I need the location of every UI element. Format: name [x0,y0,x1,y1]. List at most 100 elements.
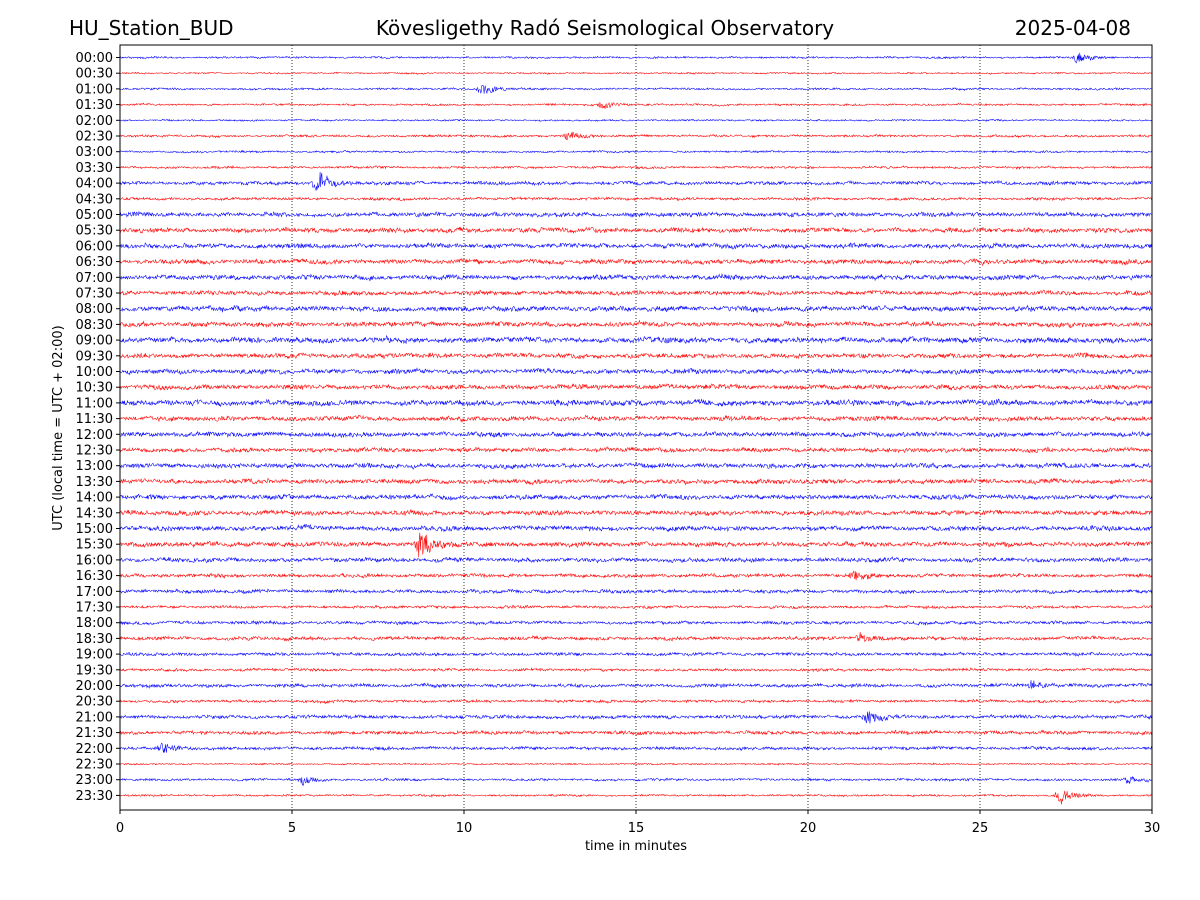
trace-row-2200 [119,742,1153,753]
trace-row-1630 [119,570,1153,581]
trace-row-0130 [119,101,1153,109]
row-time-label: 11:00 [76,396,113,411]
x-tick-label: 30 [1144,821,1161,836]
trace-row-0200 [119,118,1153,122]
trace-row-0600 [119,241,1153,250]
row-time-label: 13:30 [76,475,113,490]
row-time-label: 06:00 [76,239,113,254]
row-time-label: 07:30 [76,287,113,302]
row-time-label: 14:30 [76,506,113,521]
row-time-label: 07:00 [76,271,113,286]
y-axis-label: UTC (local time = UTC + 02:00) [51,325,66,530]
row-time-label: 15:30 [76,538,113,553]
trace-row-1330 [119,477,1153,486]
trace-row-1730 [119,604,1153,610]
row-time-label: 17:00 [76,585,113,600]
row-time-label: 15:00 [76,522,113,537]
trace-row-1130 [119,414,1153,423]
date-title: 2025-04-08 [1015,16,1131,40]
trace-row-1300 [119,462,1153,470]
trace-row-1900 [119,651,1153,657]
row-time-label: 20:00 [76,679,113,694]
seismic-traces [119,52,1153,805]
row-time-label: 23:30 [76,789,113,804]
row-time-label: 10:30 [76,381,113,396]
trace-row-1600 [119,556,1153,564]
trace-row-0530 [119,226,1153,235]
row-time-label: 21:30 [76,726,113,741]
row-time-label: 22:00 [76,742,113,757]
row-time-label: 08:30 [76,318,113,333]
row-time-label: 19:00 [76,648,113,663]
x-tick-label: 15 [628,821,645,836]
trace-row-0930 [119,352,1153,360]
row-time-label: 22:30 [76,758,113,773]
trace-row-0630 [119,257,1153,266]
row-time-label: 03:00 [76,145,113,160]
row-time-labels: 00:0000:3001:0001:3002:0002:3003:0003:30… [76,51,120,804]
trace-row-2130 [119,729,1153,736]
row-time-label: 21:00 [76,710,113,725]
x-tick-label: 5 [288,821,296,836]
trace-row-1230 [119,446,1153,454]
trace-row-1430 [119,509,1153,517]
row-time-label: 06:30 [76,255,113,270]
trace-row-2100 [119,711,1153,724]
row-time-label: 19:30 [76,663,113,678]
row-time-label: 02:30 [76,130,113,145]
trace-row-0730 [119,289,1153,297]
vertical-grid [291,45,981,810]
row-time-label: 16:30 [76,569,113,584]
row-time-label: 05:00 [76,208,113,223]
x-tick-label: 10 [456,821,473,836]
row-time-label: 08:00 [76,302,113,317]
trace-row-0500 [119,210,1153,218]
row-time-label: 01:30 [76,98,113,113]
trace-row-0700 [119,273,1153,282]
x-axis-label: time in minutes [585,839,687,854]
trace-row-0400 [119,171,1153,191]
row-time-label: 02:00 [76,114,113,129]
station-title: HU_Station_BUD [69,16,234,40]
row-time-label: 12:30 [76,444,113,459]
trace-row-1030 [119,383,1153,391]
trace-row-1700 [119,588,1153,595]
trace-row-0100 [119,85,1153,94]
row-time-label: 01:00 [76,82,113,97]
row-time-label: 05:30 [76,224,113,239]
row-time-label: 12:00 [76,428,113,443]
trace-row-2330 [119,790,1153,805]
trace-row-1830 [119,631,1153,643]
trace-row-1100 [119,398,1153,408]
x-tick-label: 20 [800,821,817,836]
row-time-label: 16:00 [76,553,113,568]
observatory-title: Kövesligethy Radó Seismological Observat… [376,16,834,40]
trace-row-0800 [119,304,1153,313]
row-time-label: 23:00 [76,773,113,788]
row-time-label: 04:00 [76,177,113,192]
row-time-label: 00:30 [76,67,113,82]
trace-row-2000 [119,680,1153,689]
row-time-label: 17:30 [76,601,113,616]
row-time-label: 09:30 [76,349,113,364]
trace-row-0430 [119,196,1153,202]
row-time-label: 18:00 [76,616,113,631]
row-time-label: 04:30 [76,192,113,207]
trace-row-2230 [119,762,1153,766]
trace-row-1200 [119,430,1153,439]
trace-row-0900 [119,334,1153,345]
trace-row-1400 [119,493,1153,501]
x-tick-label: 25 [972,821,989,836]
trace-row-0030 [119,71,1153,75]
x-axis-ticks: 0 5 10 15 20 25 30 [116,810,1160,836]
row-time-label: 18:30 [76,632,113,647]
row-time-label: 11:30 [76,412,113,427]
trace-row-1530 [119,532,1153,558]
trace-row-0230 [119,131,1153,141]
trace-row-1500 [119,523,1153,533]
trace-row-2300 [119,775,1153,786]
trace-row-0830 [119,319,1153,329]
row-time-label: 03:30 [76,161,113,176]
row-time-label: 09:00 [76,334,113,349]
